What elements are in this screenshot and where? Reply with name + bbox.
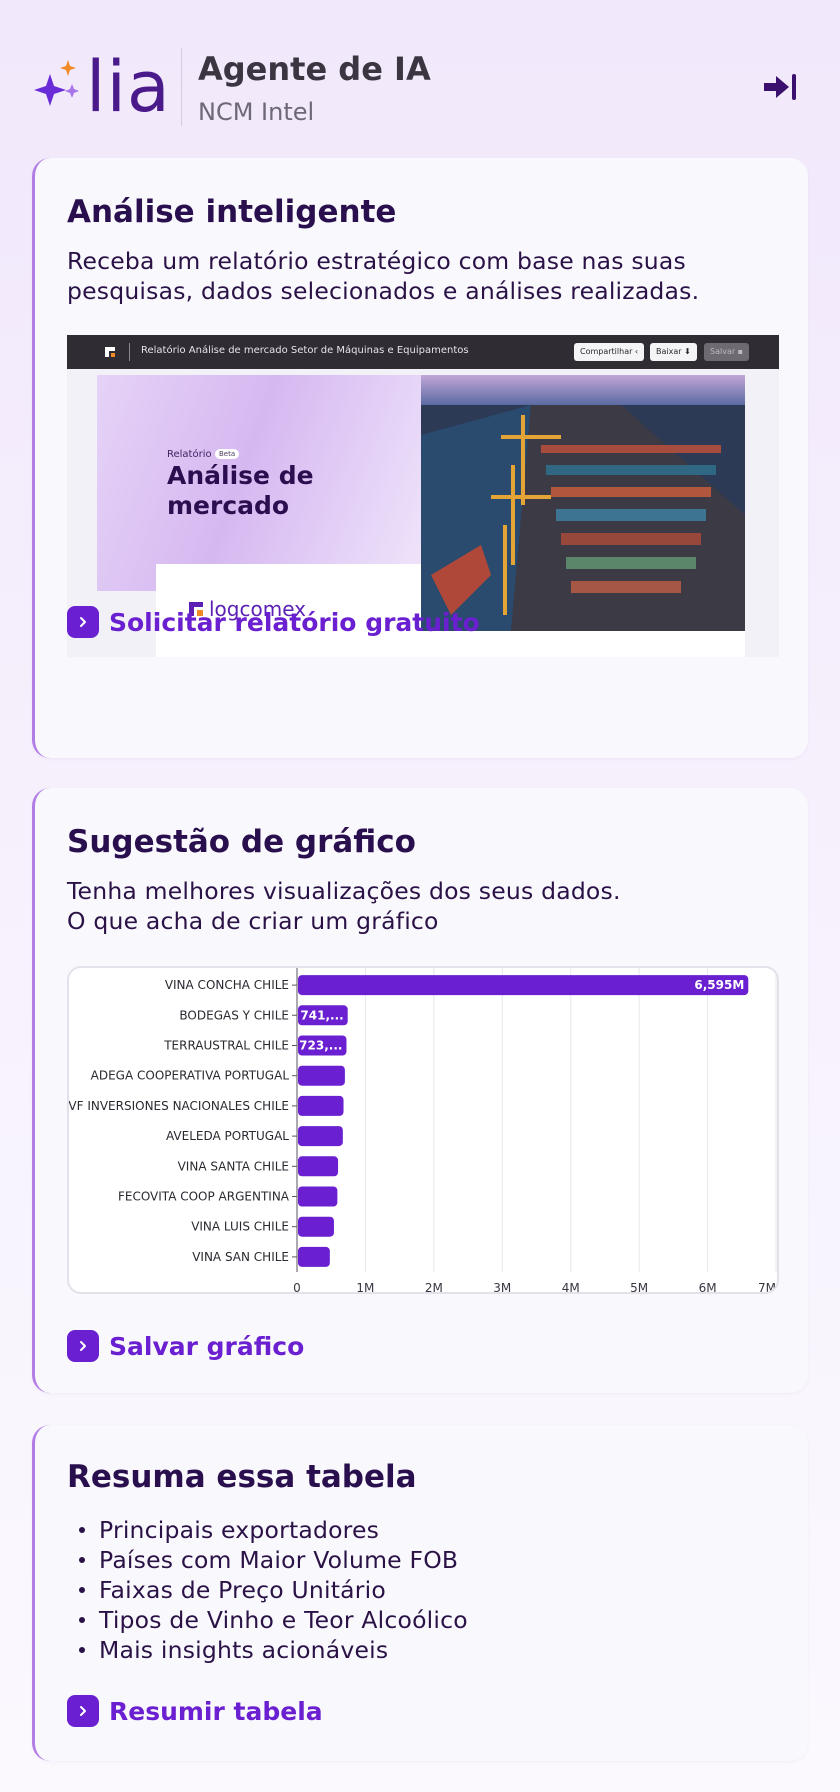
bar [298,1156,339,1177]
card-title: Sugestão de gráfico [67,824,416,860]
chevron-right-icon [67,1330,99,1362]
y-tick-label: FECOVITA COOP ARGENTINA [118,1190,290,1204]
data-label: 6,595M [694,978,744,992]
preview-download-button: Baixar ⬇ [650,343,697,361]
y-tick-label: ADEGA COOPERATIVA PORTUGAL [91,1069,290,1083]
y-tick-label: VINA LUIS CHILE [191,1220,289,1234]
x-tick-label: 6M [699,1281,717,1294]
request-report-link[interactable]: Solicitar relatório gratuito [67,606,480,638]
logcomex-mark-icon [189,602,203,616]
card-title: Análise inteligente [67,194,397,230]
y-tick-label: VINA CONCHA CHILE [165,978,289,992]
x-tick-label: 1M [356,1281,374,1294]
y-tick-label: VF INVERSIONES NACIONALES CHILE [69,1099,289,1113]
bar [298,1065,345,1086]
list-item: Tipos de Vinho e Teor Alcoólico [71,1605,468,1635]
data-label: 723,... [299,1039,342,1053]
x-tick-label: 0 [293,1281,301,1294]
preview-beta-badge: Beta [215,449,240,459]
agent-title: Agente de IA [198,50,431,88]
logcomex-icon [105,347,115,357]
preview-hero [97,375,421,591]
bar [298,1246,330,1267]
summarize-table-link[interactable]: Resumir tabela [67,1695,323,1727]
list-item: Faixas de Preço Unitário [71,1575,468,1605]
y-tick-label: VINA SANTA CHILE [178,1159,289,1173]
y-tick-label: TERRAUSTRAL CHILE [163,1039,289,1053]
bar [298,1186,338,1207]
chevron-right-icon [67,606,99,638]
bar [298,975,749,996]
y-tick-label: AVELEDA PORTUGAL [166,1129,289,1143]
x-tick-label: 2M [425,1281,443,1294]
save-chart-link[interactable]: Salvar gráfico [67,1330,304,1362]
logcomex-logo: logcomex [187,597,306,621]
preview-save-button: Salvar ▪ [704,343,750,361]
preview-share-button: Compartilhar ‹ [574,343,645,361]
x-tick-label: 3M [493,1281,511,1294]
x-tick-label: 7M [758,1281,776,1294]
preview-report-label: Relatório [167,449,212,460]
toolbar-divider [129,343,130,361]
y-tick-label: VINA SAN CHILE [192,1250,289,1264]
summary-list: Principais exportadores Países com Maior… [71,1515,468,1665]
y-tick-label: BODEGAS Y CHILE [179,1008,289,1022]
x-tick-label: 4M [562,1281,580,1294]
header-divider [181,48,182,126]
bar [298,1035,347,1056]
bar [298,1095,344,1116]
list-item: Mais insights acionáveis [71,1635,468,1665]
card-title: Resuma essa tabela [67,1459,417,1495]
collapse-panel-icon[interactable] [760,70,800,104]
lia-logo: lia [30,52,171,122]
report-preview-image: Relatório Análise de mercado Setor de Má… [67,335,779,657]
bar [298,1126,343,1147]
chart-canvas: 0 1M 2M 3M 4M 5M 6M 7M VINA CONCHA CHILE 6,595M BO… [69,968,777,1294]
chevron-right-icon [67,1695,99,1727]
sparkle-icon [34,60,79,106]
list-item: Países com Maior Volume FOB [71,1545,468,1575]
agent-subtitle: NCM Intel [198,98,315,126]
bar-chart: 0 1M 2M 3M 4M 5M 6M 7M VINA CONCHA CHILE 6,595M BO… [67,966,779,1294]
logo-text: lia [86,46,171,128]
header: lia Agente de IA NCM Intel [0,0,840,160]
port-photo-image [421,375,745,631]
summarize-table-card: Resuma essa tabela Principais exportador… [32,1425,808,1761]
card-description: Receba um relatório estratégico com base… [67,247,700,305]
card-description: Tenha melhores visualizações dos seus da… [67,877,621,935]
bar [298,1005,348,1026]
preview-footer [421,629,745,657]
analysis-card: Análise inteligente Receba um relatório … [32,158,808,758]
bar [298,1216,334,1237]
x-tick-label: 5M [630,1281,648,1294]
summarize-table-label: Resumir tabela [109,1696,323,1726]
preview-title: Relatório Análise de mercado Setor de Má… [141,345,469,356]
list-item: Principais exportadores [71,1515,468,1545]
request-report-label: Solicitar relatório gratuito [109,607,480,637]
data-label: 741,... [300,1008,343,1022]
preview-toolbar: Relatório Análise de mercado Setor de Má… [67,335,779,369]
preview-heading: Análise de mercado [167,461,314,520]
save-chart-label: Salvar gráfico [109,1331,305,1361]
chart-suggestion-card: Sugestão de gráfico Tenha melhores visua… [32,788,808,1393]
